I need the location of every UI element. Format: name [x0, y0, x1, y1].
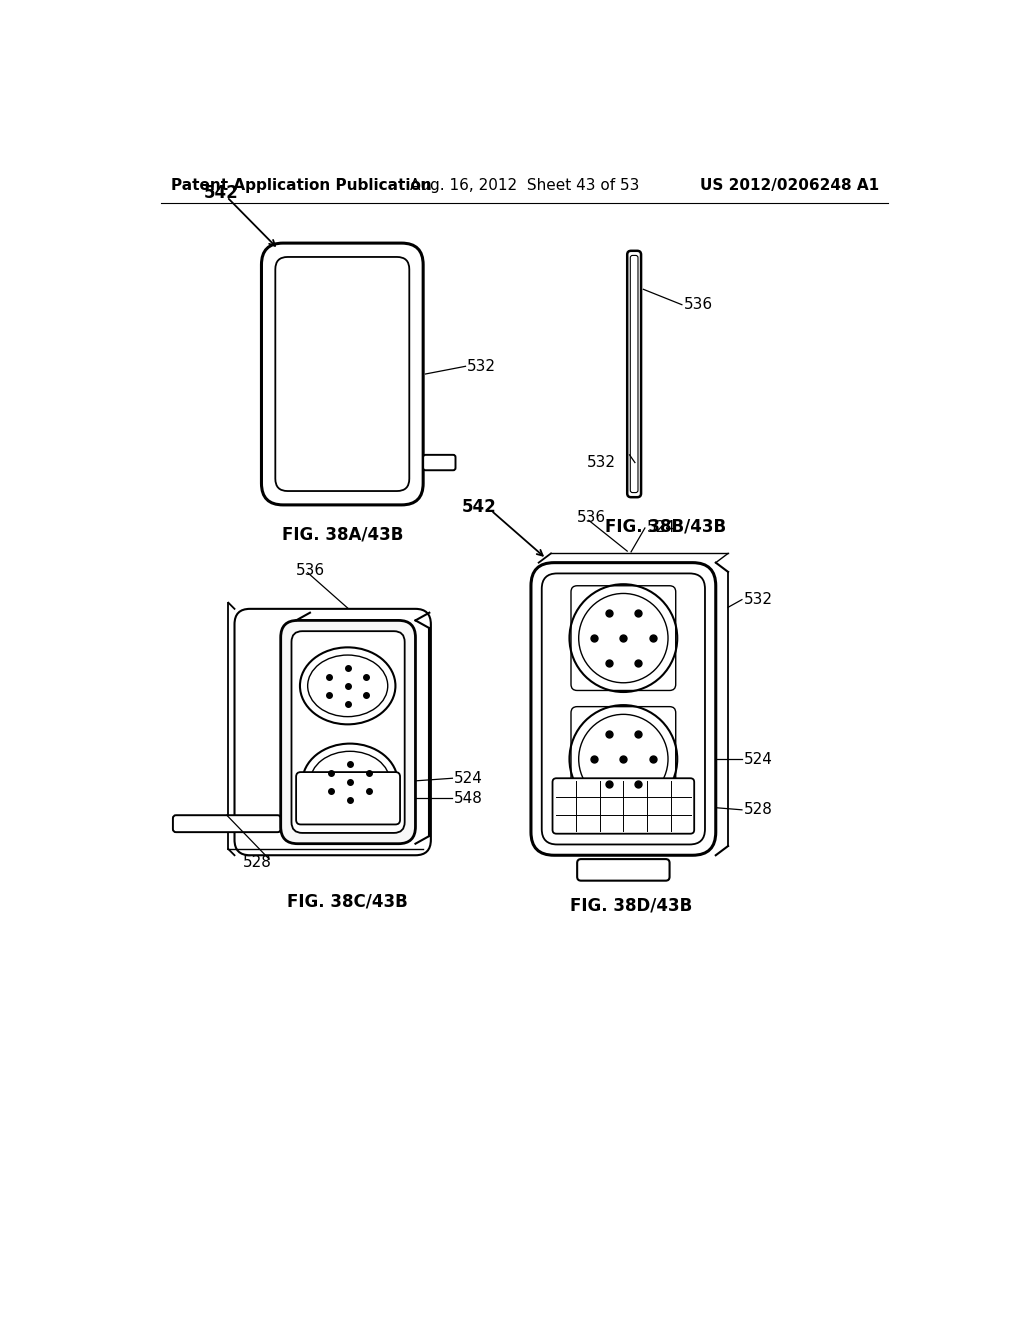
Text: FIG. 38B/43B: FIG. 38B/43B [605, 517, 726, 536]
FancyBboxPatch shape [292, 631, 404, 833]
Text: 536: 536 [683, 297, 713, 313]
Text: 536: 536 [296, 562, 326, 578]
Text: 542: 542 [462, 498, 497, 516]
FancyBboxPatch shape [275, 257, 410, 491]
Text: Patent Application Publication: Patent Application Publication [171, 178, 431, 193]
FancyBboxPatch shape [531, 562, 716, 855]
FancyBboxPatch shape [542, 573, 705, 845]
FancyBboxPatch shape [296, 772, 400, 825]
Text: 532: 532 [743, 593, 772, 607]
FancyBboxPatch shape [628, 251, 641, 498]
Text: 532: 532 [587, 455, 616, 470]
FancyBboxPatch shape [423, 455, 456, 470]
Text: 542: 542 [204, 183, 239, 202]
Text: FIG. 38D/43B: FIG. 38D/43B [570, 896, 692, 915]
Text: 524: 524 [743, 751, 772, 767]
FancyBboxPatch shape [631, 256, 638, 492]
Text: 548: 548 [454, 791, 483, 805]
FancyBboxPatch shape [261, 243, 423, 506]
FancyBboxPatch shape [281, 620, 416, 843]
Text: 532: 532 [467, 359, 496, 374]
Text: 536: 536 [578, 511, 606, 525]
Text: Aug. 16, 2012  Sheet 43 of 53: Aug. 16, 2012 Sheet 43 of 53 [411, 178, 639, 193]
Text: FIG. 38A/43B: FIG. 38A/43B [282, 525, 403, 543]
FancyBboxPatch shape [173, 816, 281, 832]
Text: US 2012/0206248 A1: US 2012/0206248 A1 [699, 178, 879, 193]
Text: FIG. 38C/43B: FIG. 38C/43B [288, 892, 409, 911]
FancyBboxPatch shape [553, 779, 694, 834]
Text: 524: 524 [646, 520, 676, 536]
Text: 524: 524 [454, 771, 483, 785]
Text: 528: 528 [243, 855, 272, 870]
FancyBboxPatch shape [578, 859, 670, 880]
Text: 528: 528 [743, 803, 772, 817]
